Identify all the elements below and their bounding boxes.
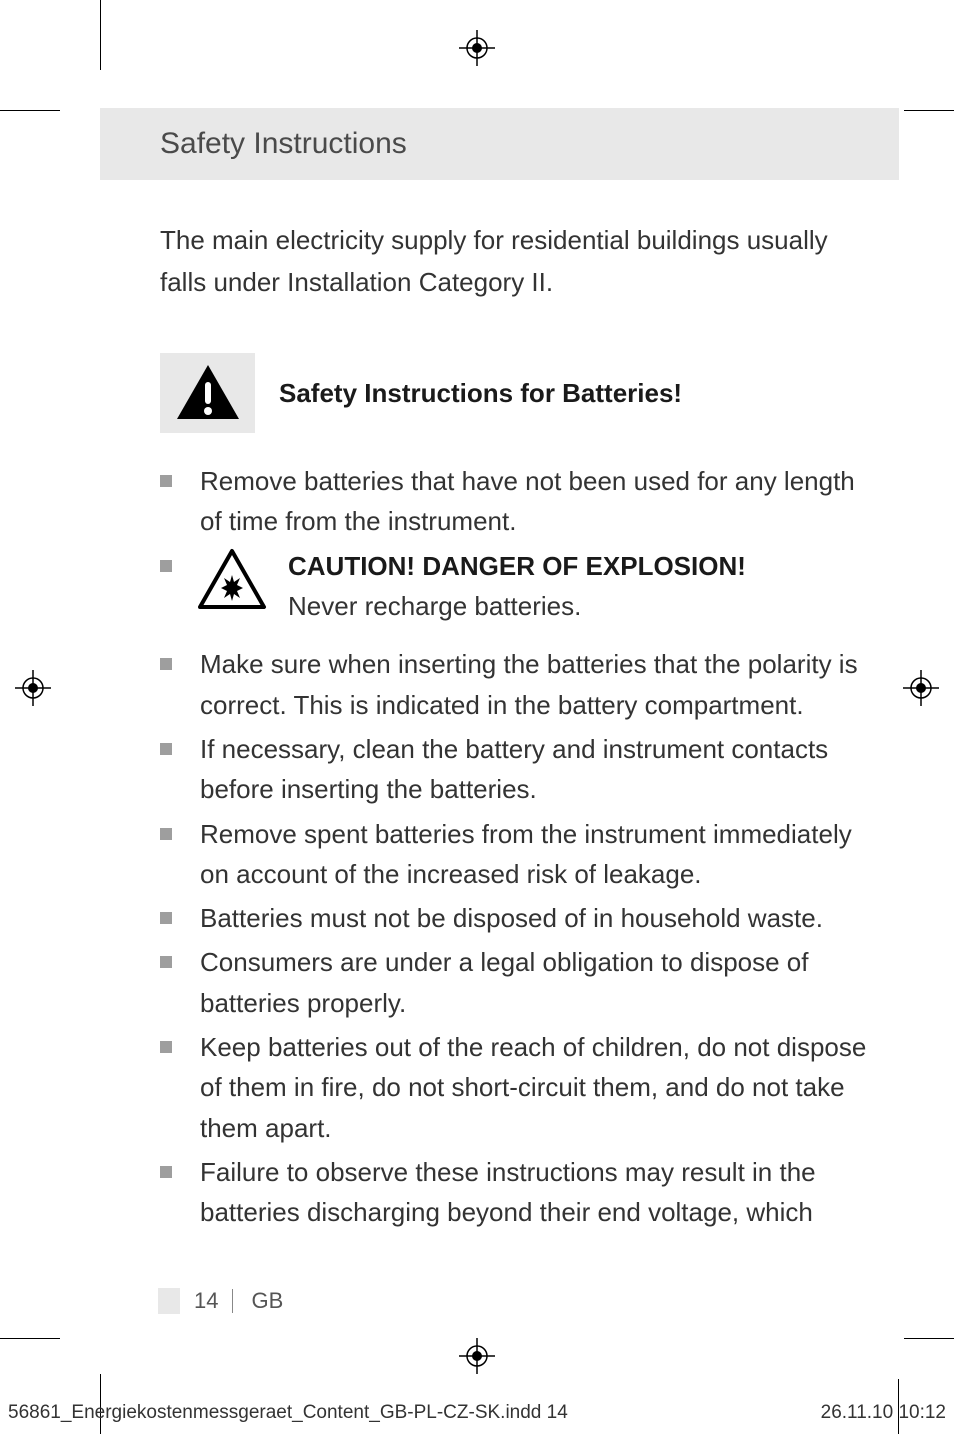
list-item-text: Remove batteries that have not been used… <box>200 461 874 542</box>
registration-mark-icon <box>459 1338 495 1379</box>
bullet-icon <box>160 828 172 840</box>
page-number-block: 14 GB <box>158 1288 283 1314</box>
crop-mark <box>904 1338 954 1339</box>
list-item: If necessary, clean the battery and inst… <box>160 729 874 810</box>
registration-mark-icon <box>903 670 939 711</box>
print-timestamp: 26.11.10 10:12 <box>821 1402 946 1424</box>
list-item: Remove spent batteries from the instrume… <box>160 814 874 895</box>
explosion-warning-icon <box>196 548 268 623</box>
page-marker-icon <box>158 1288 180 1314</box>
bullet-icon <box>160 658 172 670</box>
bullet-icon <box>160 743 172 755</box>
bullet-icon <box>160 560 172 572</box>
list-item-text: Batteries must not be disposed of in hou… <box>200 898 874 938</box>
list-item: Batteries must not be disposed of in hou… <box>160 898 874 938</box>
page-number: 14 <box>194 1288 218 1314</box>
caution-text: Never recharge batteries. <box>288 591 581 621</box>
section-header: Safety Instructions <box>100 108 899 180</box>
bullet-icon <box>160 475 172 487</box>
list-item-text: Failure to observe these instructions ma… <box>200 1152 874 1233</box>
section-title: Safety Instructions <box>160 127 407 161</box>
crop-mark <box>0 1338 60 1339</box>
list-item: Make sure when inserting the batteries t… <box>160 644 874 725</box>
instruction-list: Remove batteries that have not been used… <box>160 461 874 1232</box>
list-item: Remove batteries that have not been used… <box>160 461 874 542</box>
print-slug: 56861_Energiekostenmessgeraet_Content_GB… <box>0 1402 954 1424</box>
registration-mark-icon <box>459 30 495 71</box>
crop-mark <box>904 110 954 111</box>
divider <box>232 1289 233 1313</box>
page-content: The main electricity supply for resident… <box>160 220 874 1237</box>
list-item-text: Keep batteries out of the reach of child… <box>200 1027 874 1148</box>
list-item: Keep batteries out of the reach of child… <box>160 1027 874 1148</box>
list-item-text: Consumers are under a legal obligation t… <box>200 942 874 1023</box>
list-item: Consumers are under a legal obligation t… <box>160 942 874 1023</box>
bullet-icon <box>160 1166 172 1178</box>
list-item-caution: CAUTION! DANGER OF EXPLOSION! Never rech… <box>160 546 874 627</box>
intro-paragraph: The main electricity supply for resident… <box>160 220 874 303</box>
warning-triangle-icon <box>160 353 255 433</box>
page-code: GB <box>247 1288 283 1314</box>
registration-mark-icon <box>15 670 51 711</box>
warning-header-block: Safety Instructions for Batteries! <box>160 353 874 433</box>
caution-bold: CAUTION! DANGER OF EXPLOSION! <box>288 551 746 581</box>
bullet-icon <box>160 956 172 968</box>
list-item-text: Make sure when inserting the batteries t… <box>200 644 874 725</box>
crop-mark <box>0 110 60 111</box>
file-info: 56861_Energiekostenmessgeraet_Content_GB… <box>8 1402 568 1424</box>
list-item: Failure to observe these instructions ma… <box>160 1152 874 1233</box>
crop-mark <box>100 0 101 70</box>
bullet-icon <box>160 1041 172 1053</box>
list-item-text: Remove spent batteries from the instrume… <box>200 814 874 895</box>
bullet-icon <box>160 912 172 924</box>
list-item-text: If necessary, clean the battery and inst… <box>200 729 874 810</box>
warning-heading: Safety Instructions for Batteries! <box>279 378 682 409</box>
